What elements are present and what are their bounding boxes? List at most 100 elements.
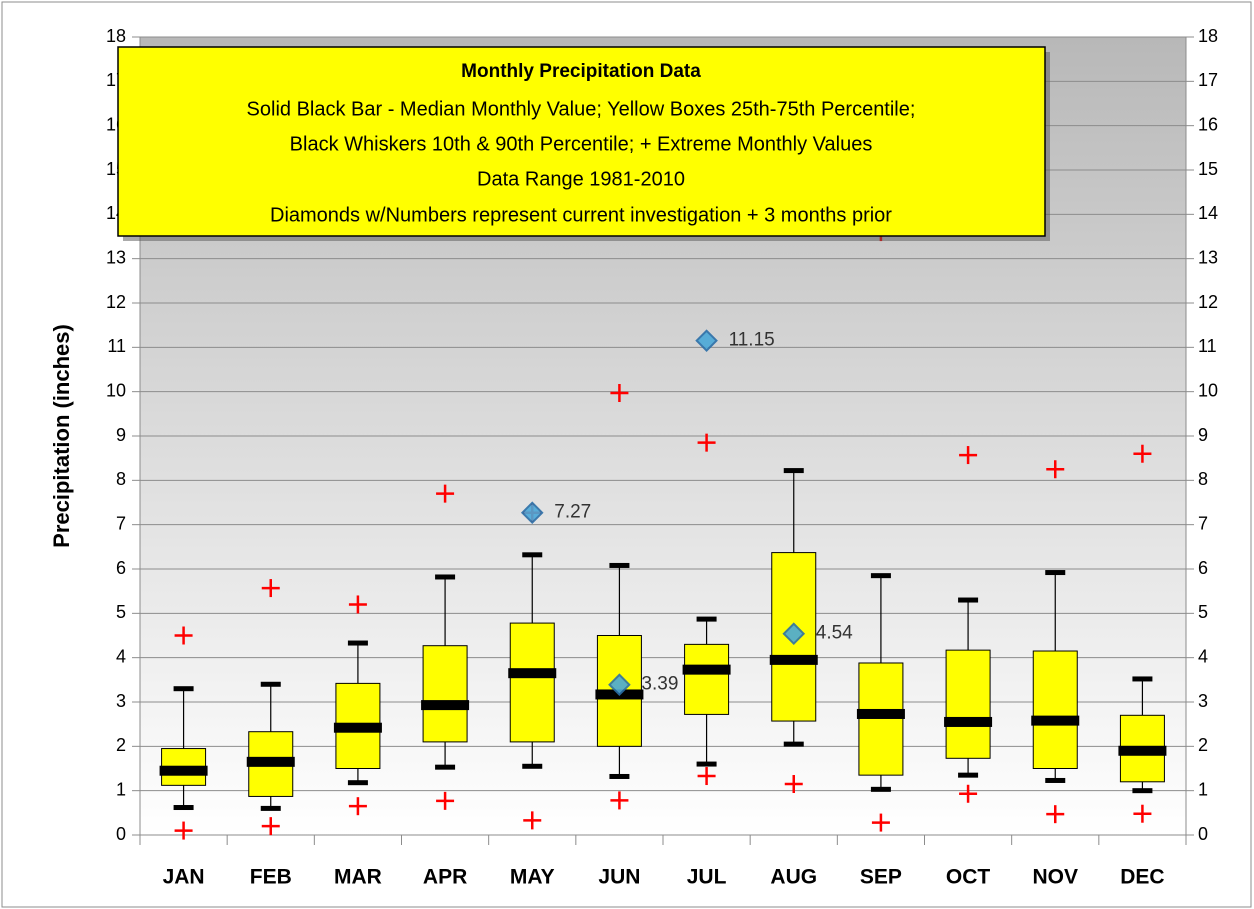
y2-tick-label: 7 xyxy=(1198,513,1208,533)
x-tick-label: SEP xyxy=(860,866,902,889)
chart-title: Monthly Precipitation Data xyxy=(461,61,701,82)
y2-tick-label: 1 xyxy=(1198,779,1208,799)
observed-label: 11.15 xyxy=(729,330,775,351)
median-bar xyxy=(421,700,470,711)
whisker-cap-high xyxy=(1045,570,1066,576)
extreme-marker xyxy=(261,579,280,598)
whisker-cap-low xyxy=(435,764,456,770)
extreme-marker xyxy=(1133,444,1152,463)
y2-tick-label: 14 xyxy=(1198,203,1218,223)
whisker-cap-high xyxy=(958,597,979,603)
y-tick-label: 6 xyxy=(116,558,126,578)
whisker-cap-high xyxy=(173,686,194,692)
whisker-cap-low xyxy=(1132,788,1153,794)
whisker-cap-high xyxy=(347,640,368,646)
iqr-box xyxy=(945,649,991,759)
observed-label: 3.39 xyxy=(641,674,678,695)
observed-diamond xyxy=(608,673,631,697)
iqr-box xyxy=(1032,650,1078,769)
whisker-cap-high xyxy=(783,468,804,474)
y2-tick-label: 8 xyxy=(1198,469,1208,489)
extreme-marker xyxy=(348,595,367,614)
x-tick-label: JUN xyxy=(598,866,640,889)
y-tick-label: 7 xyxy=(116,513,126,533)
x-tick-label: DEC xyxy=(1120,866,1164,889)
y2-tick-label: 17 xyxy=(1198,70,1218,90)
iqr-box xyxy=(684,643,730,715)
y2-tick-label: 15 xyxy=(1198,159,1218,179)
y-tick-label: 13 xyxy=(106,247,126,267)
y2-tick-label: 16 xyxy=(1198,114,1218,134)
legend-note: Solid Black Bar - Median Monthly Value; … xyxy=(247,98,916,120)
median-bar xyxy=(769,654,818,665)
extreme-marker xyxy=(261,817,280,836)
extreme-marker xyxy=(1133,804,1152,823)
iqr-box xyxy=(422,645,468,743)
extreme-marker xyxy=(523,811,542,830)
median-bar xyxy=(682,664,731,675)
whisker-cap-high xyxy=(260,681,281,687)
extreme-marker xyxy=(436,484,455,503)
median-bar xyxy=(944,716,993,727)
extreme-marker xyxy=(1046,460,1065,479)
whisker-cap-low xyxy=(522,763,543,769)
extreme-marker xyxy=(610,383,629,402)
extreme-marker xyxy=(784,775,803,794)
y-tick-label: 1 xyxy=(116,779,126,799)
observed-diamond xyxy=(695,329,718,352)
y-tick-label: 10 xyxy=(106,380,126,400)
extreme-marker xyxy=(436,791,455,810)
y2-tick-label: 12 xyxy=(1198,292,1218,312)
whisker-cap-high xyxy=(696,616,717,622)
whisker-cap-low xyxy=(347,780,368,786)
y-axis-label: Precipitation (inches) xyxy=(49,324,74,548)
median-bar xyxy=(333,722,382,733)
y-tick-label: 0 xyxy=(116,824,126,844)
legend-note: Black Whiskers 10th & 90th Percentile; +… xyxy=(290,133,873,155)
extreme-marker xyxy=(959,446,978,465)
whisker-cap-low xyxy=(260,805,281,811)
y-tick-label: 2 xyxy=(116,735,126,755)
y2-tick-label: 3 xyxy=(1198,691,1208,711)
median-bar xyxy=(1031,715,1080,726)
x-tick-label: JAN xyxy=(163,866,205,889)
whisker-cap-high xyxy=(870,573,891,579)
y2-tick-label: 13 xyxy=(1198,247,1218,267)
y2-tick-label: 9 xyxy=(1198,425,1208,445)
whisker-cap-low xyxy=(696,761,717,767)
whisker-cap-high xyxy=(1132,676,1153,682)
y-tick-label: 18 xyxy=(106,26,126,46)
y2-tick-label: 18 xyxy=(1198,26,1218,46)
median-bar xyxy=(246,756,295,767)
y-tick-label: 8 xyxy=(116,469,126,489)
median-bar xyxy=(508,668,557,679)
y2-tick-label: 10 xyxy=(1198,380,1218,400)
whisker-cap-high xyxy=(435,574,456,580)
extreme-marker xyxy=(348,797,367,816)
y-tick-label: 4 xyxy=(116,646,126,666)
whisker-cap-low xyxy=(958,772,979,778)
legend-note: Data Range 1981-2010 xyxy=(477,168,685,190)
legend-box xyxy=(117,46,1046,237)
whisker-cap-low xyxy=(609,773,630,779)
y2-tick-label: 0 xyxy=(1198,824,1208,844)
observed-diamond xyxy=(782,622,806,646)
y-tick-label: 9 xyxy=(116,425,126,445)
extreme-marker xyxy=(697,767,716,786)
observed-label: 4.54 xyxy=(816,623,853,644)
whisker-cap-high xyxy=(609,562,630,568)
observed-label: 7.27 xyxy=(554,502,591,523)
median-bar xyxy=(159,765,208,776)
observed-diamond xyxy=(520,501,544,525)
median-bar xyxy=(856,708,905,719)
extreme-marker xyxy=(174,626,193,645)
whisker-cap-low xyxy=(1045,777,1066,783)
whisker-cap-high xyxy=(522,552,543,558)
x-tick-label: AUG xyxy=(770,866,817,889)
median-bar xyxy=(1118,745,1167,756)
extreme-marker xyxy=(1046,805,1065,824)
y2-tick-label: 2 xyxy=(1198,735,1208,755)
y2-tick-label: 4 xyxy=(1198,646,1208,666)
whisker-cap-low xyxy=(173,805,194,811)
